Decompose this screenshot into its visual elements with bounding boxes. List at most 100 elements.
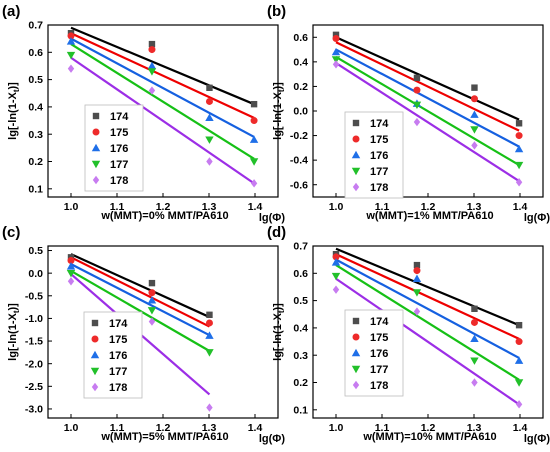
legend-label-175: 175 xyxy=(370,134,388,146)
point-177 xyxy=(205,136,214,144)
panel-caption: w(MMT)=1% MMT/PA610 xyxy=(365,210,493,222)
legend-marker-178 xyxy=(352,182,360,192)
point-176 xyxy=(205,331,214,339)
point-177 xyxy=(66,269,76,278)
y-tick-label: 0.0 xyxy=(28,268,43,280)
point-175 xyxy=(515,338,523,346)
point-175 xyxy=(332,35,340,43)
panel-caption: w(MMT)=5% MMT/PA610 xyxy=(100,431,228,443)
x-tick-label: 1.4 xyxy=(248,422,263,434)
y-tick-label: 0.5 xyxy=(28,245,43,257)
point-176 xyxy=(470,110,479,118)
point-178 xyxy=(67,64,75,73)
fit-line-175 xyxy=(335,41,520,132)
point-176 xyxy=(514,144,524,153)
legend-label-174: 174 xyxy=(110,111,129,123)
point-174 xyxy=(206,311,213,318)
legend-marker-174 xyxy=(92,112,100,120)
y-axis-label: lg[-ln(1-Xt)] xyxy=(272,303,286,361)
point-177 xyxy=(514,379,524,387)
x-axis-label: lg(Φ) xyxy=(259,433,285,445)
legend-marker-177 xyxy=(90,367,100,376)
y-tick-label: 0.7 xyxy=(293,241,308,253)
x-tick-label: 1.3 xyxy=(202,422,217,434)
legend: 174 175 176 177 178 xyxy=(344,309,404,397)
y-tick-label: 0.1 xyxy=(28,183,43,195)
y-axis-label: lg[-ln(1-Xt)] xyxy=(7,82,21,140)
x-tick-label: 1.4 xyxy=(248,201,263,213)
y-tick-label: -0.6 xyxy=(290,179,308,191)
point-176 xyxy=(412,274,422,282)
point-175 xyxy=(250,117,258,125)
y-tick-label: 0.4 xyxy=(28,102,43,114)
point-176 xyxy=(331,47,341,56)
y-tick-label: 0.1 xyxy=(293,404,308,416)
fit-line-175 xyxy=(70,256,210,328)
point-175 xyxy=(205,97,213,105)
legend-marker-177 xyxy=(351,365,361,374)
fit-line-177 xyxy=(335,55,520,167)
fit-line-178 xyxy=(70,56,255,185)
point-174 xyxy=(413,261,421,269)
point-175 xyxy=(413,86,421,94)
legend-marker-174 xyxy=(91,319,99,327)
x-tick-label: 1.2 xyxy=(156,201,171,213)
fit-line-176 xyxy=(70,263,210,337)
legend-marker-178 xyxy=(91,382,99,392)
panel-d: (d) 1.0 1.1 1.2 1.3 1.4 0.1 0.2 0.3 0.4 0.5 0.6 0.7 l… xyxy=(267,224,550,445)
legend-label-174: 174 xyxy=(109,318,128,330)
legend-marker-178 xyxy=(92,175,100,185)
legend: 174 175 176 177 178 xyxy=(83,311,143,399)
legend-label-178: 178 xyxy=(370,380,388,392)
point-175 xyxy=(205,319,213,327)
point-174 xyxy=(471,305,478,312)
fit-line-177 xyxy=(335,264,520,381)
point-178 xyxy=(67,277,75,286)
point-174 xyxy=(148,40,156,48)
y-tick-label: 0.0 xyxy=(293,106,308,118)
point-178 xyxy=(206,157,213,166)
x-tick-label: 1.0 xyxy=(329,201,344,213)
y-tick-label: -2.0 xyxy=(25,358,43,370)
fit-line-175 xyxy=(335,253,520,340)
point-178 xyxy=(148,317,156,326)
point-176 xyxy=(514,356,524,364)
fit-line-175 xyxy=(70,32,255,119)
x-tick-label: 1.0 xyxy=(64,201,79,213)
panel-label: (b) xyxy=(267,3,286,20)
y-tick-label: 0.3 xyxy=(293,350,308,362)
panel-c: (c) 1.0 1.1 1.2 1.3 1.4 -3.0 -2.5 -2.0 -1.5 -1.0 -0… xyxy=(2,224,285,445)
panel-label: (d) xyxy=(267,224,286,241)
y-tick-label: 0.4 xyxy=(293,56,308,68)
fit-line-174 xyxy=(335,36,520,121)
x-tick-label: 1.2 xyxy=(421,422,436,434)
point-175 xyxy=(470,95,478,103)
point-174 xyxy=(515,120,523,127)
fit-line-177 xyxy=(70,43,255,160)
panel-a: (a) 1.0 1.1 1.2 1.3 1.4 0.1 0.2 0.3 0.4 0.5 0.6 0.7 l… xyxy=(2,3,285,224)
legend-marker-174 xyxy=(352,119,360,127)
point-176 xyxy=(205,113,214,122)
legend-label-178: 178 xyxy=(370,182,388,194)
point-178 xyxy=(148,86,156,95)
point-174 xyxy=(413,74,421,82)
point-174 xyxy=(148,279,156,287)
x-tick-label: 1.0 xyxy=(64,422,79,434)
point-175 xyxy=(67,32,75,40)
fit-line-174 xyxy=(70,253,210,319)
fit-line-177 xyxy=(70,269,211,352)
point-175 xyxy=(148,289,156,297)
legend-marker-177 xyxy=(351,167,361,176)
x-tick-label: 1.3 xyxy=(202,201,217,213)
panel-caption: w(MMT)=10% MMT/PA610 xyxy=(362,431,496,443)
panel-caption: w(MMT)=0% MMT/PA610 xyxy=(100,210,228,222)
fit-line-176 xyxy=(335,258,520,359)
point-176 xyxy=(147,296,157,304)
y-tick-label: 0.6 xyxy=(28,47,43,59)
x-tick-label: 1.3 xyxy=(467,422,482,434)
legend-label-178: 178 xyxy=(109,382,127,394)
point-175 xyxy=(470,318,478,326)
legend-label-177: 177 xyxy=(110,159,128,171)
panel-b: (b) 1.0 1.1 1.2 1.3 1.4 -0.6 -0.4 -0.2 0.0 0.2 0.4 0… xyxy=(267,3,550,224)
y-tick-label: -1.5 xyxy=(25,336,43,348)
